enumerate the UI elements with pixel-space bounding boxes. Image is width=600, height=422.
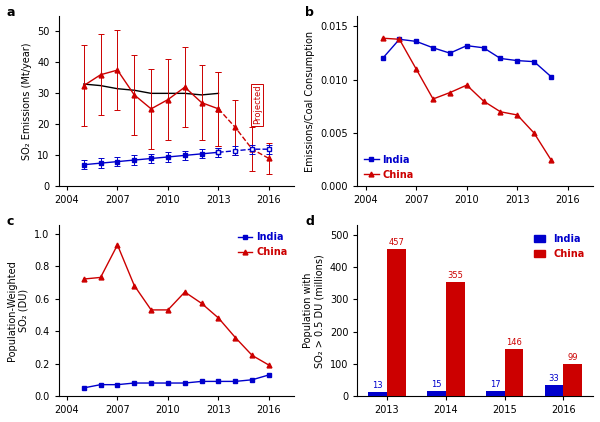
China <box>514 112 521 117</box>
China <box>148 307 155 312</box>
India <box>547 74 554 79</box>
China <box>232 335 239 340</box>
Bar <box>368 392 387 396</box>
India <box>497 56 504 61</box>
China <box>80 276 88 281</box>
China <box>181 289 188 295</box>
India <box>530 59 538 64</box>
Text: 99: 99 <box>568 353 578 362</box>
India <box>114 382 121 387</box>
China <box>547 157 554 162</box>
India <box>148 381 155 386</box>
Line: China: China <box>82 243 271 368</box>
China <box>198 301 205 306</box>
Bar <box>545 385 563 396</box>
Legend: India, China: India, China <box>530 230 588 263</box>
Text: b: b <box>305 5 314 19</box>
Y-axis label: Population with
SO₂ > 0.5 DU (millions): Population with SO₂ > 0.5 DU (millions) <box>302 254 324 368</box>
Text: c: c <box>7 215 14 228</box>
Text: 355: 355 <box>447 271 463 280</box>
Text: 457: 457 <box>388 238 404 247</box>
India <box>131 381 138 386</box>
China <box>164 307 172 312</box>
Legend: India, China: India, China <box>362 153 416 181</box>
Y-axis label: Emissions/Coal Consumption: Emissions/Coal Consumption <box>305 30 315 172</box>
India <box>396 37 403 42</box>
India <box>480 45 487 50</box>
Y-axis label: SO₂ Emissions (Mt/year): SO₂ Emissions (Mt/year) <box>22 42 32 160</box>
Text: a: a <box>7 5 15 19</box>
India <box>514 58 521 63</box>
India <box>198 379 205 384</box>
India <box>265 372 272 377</box>
China <box>114 242 121 247</box>
Bar <box>563 364 583 396</box>
India <box>164 381 172 386</box>
China <box>480 99 487 104</box>
Text: Projected: Projected <box>253 85 262 124</box>
Text: 17: 17 <box>490 380 500 389</box>
Bar <box>486 390 505 396</box>
Text: 33: 33 <box>548 374 559 384</box>
China <box>463 83 470 88</box>
China <box>131 283 138 288</box>
China <box>396 37 403 42</box>
India <box>215 379 222 384</box>
Text: 13: 13 <box>372 381 383 390</box>
India <box>181 381 188 386</box>
China <box>446 90 454 95</box>
China <box>430 97 437 102</box>
China <box>215 316 222 321</box>
China <box>413 67 420 72</box>
China <box>248 353 256 358</box>
China <box>265 362 272 368</box>
Bar <box>446 282 464 396</box>
Line: China: China <box>380 36 553 162</box>
China <box>379 36 386 41</box>
India <box>413 39 420 44</box>
India <box>232 379 239 384</box>
China <box>497 109 504 114</box>
Line: India: India <box>82 373 271 390</box>
Text: 146: 146 <box>506 338 522 347</box>
India <box>463 43 470 48</box>
India <box>430 45 437 50</box>
Bar <box>387 249 406 396</box>
Y-axis label: Population-Weighted
SO₂ (DU): Population-Weighted SO₂ (DU) <box>7 260 29 361</box>
Line: India: India <box>380 37 553 79</box>
India <box>97 382 104 387</box>
India <box>248 377 256 382</box>
China <box>530 130 538 135</box>
China <box>97 275 104 280</box>
India <box>379 56 386 61</box>
Text: 15: 15 <box>431 380 442 389</box>
Bar <box>427 391 446 396</box>
India <box>446 51 454 56</box>
Bar <box>505 349 523 396</box>
Legend: India, China: India, China <box>236 230 289 259</box>
Text: d: d <box>305 215 314 228</box>
India <box>80 385 88 390</box>
